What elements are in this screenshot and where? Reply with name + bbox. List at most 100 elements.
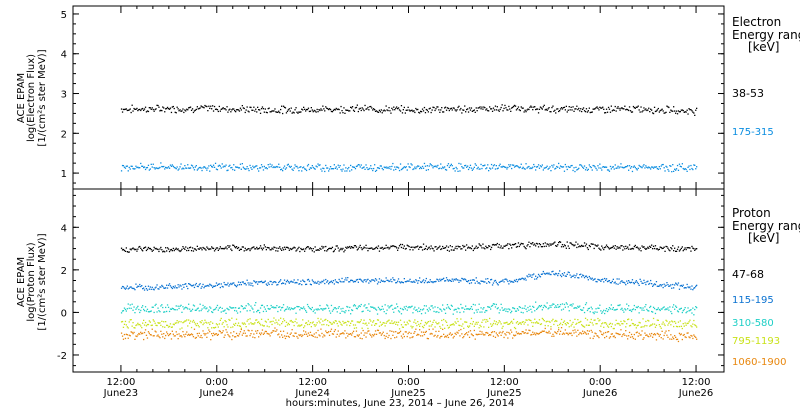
data-point [436,248,438,250]
data-point [121,249,124,251]
data-point [601,107,603,109]
data-point [156,248,158,250]
data-point [653,323,656,325]
data-point [191,308,194,310]
data-point [235,247,237,249]
data-point [629,336,632,338]
data-point [405,247,407,250]
data-point [148,288,150,290]
data-point [281,249,283,251]
data-point [273,166,275,168]
data-point [179,284,181,286]
data-point [673,106,675,108]
data-point [486,167,488,169]
data-point [517,279,520,281]
data-point [675,306,678,308]
data-point [499,331,501,333]
data-point [217,165,219,167]
data-point [144,329,147,331]
data-point [280,169,282,171]
data-point [135,283,137,285]
data-point [279,112,281,114]
data-point [307,163,310,166]
data-point [189,167,192,169]
data-point [150,324,152,327]
data-point [267,108,269,110]
data-point [318,109,320,111]
data-point [174,322,176,324]
data-point [350,106,352,108]
data-point [556,245,558,247]
data-point [328,310,331,312]
data-point [523,245,525,248]
data-point [328,324,330,327]
data-point [499,309,501,311]
data-point [639,278,641,280]
data-point [302,167,304,169]
data-point [473,325,475,327]
data-point [279,280,281,282]
data-point [508,323,510,325]
data-point [570,332,572,334]
data-point [212,286,214,289]
data-point [294,307,296,309]
data-point [340,323,342,325]
data-point [656,248,658,250]
data-point [465,111,467,113]
data-point [686,310,688,313]
data-point [677,246,680,248]
data-point [410,332,412,334]
data-point [208,105,210,107]
data-point [336,322,338,325]
data-point [393,169,395,171]
data-point [238,249,241,251]
data-point [652,166,654,168]
data-point [447,327,450,329]
data-point [363,166,365,168]
data-point [636,281,638,283]
data-point [606,280,609,283]
data-point [258,170,260,172]
data-point [342,320,344,323]
data-point [393,322,395,324]
electron-legend-38-53: 38-53 [732,87,764,100]
data-point [613,309,615,311]
data-point [630,111,633,113]
data-point [459,335,461,337]
data-point [384,280,386,283]
data-point [164,326,166,328]
data-point [132,167,134,170]
data-point [144,106,147,108]
data-point [200,322,202,324]
data-point [555,245,557,247]
data-point [395,168,397,170]
data-point [575,331,577,333]
data-point [277,111,279,113]
data-point [634,107,636,109]
data-point [212,247,214,249]
data-point [424,165,427,167]
data-point [644,109,646,111]
data-point [534,318,536,320]
data-point [603,248,605,251]
data-point [565,324,567,326]
data-point [351,334,353,336]
data-point [163,287,165,289]
data-point [159,322,161,324]
data-point [687,113,689,115]
data-point [515,165,518,167]
data-point [174,248,176,250]
data-point [271,110,273,112]
data-point [607,247,610,249]
data-point [529,305,531,307]
data-point [270,280,272,283]
data-point [221,285,223,288]
data-point [590,111,592,113]
data-point [125,108,127,110]
data-point [258,248,260,250]
data-point [368,247,370,250]
data-point [224,309,226,311]
data-point [638,249,640,251]
data-point [620,163,622,165]
data-point [139,167,141,169]
